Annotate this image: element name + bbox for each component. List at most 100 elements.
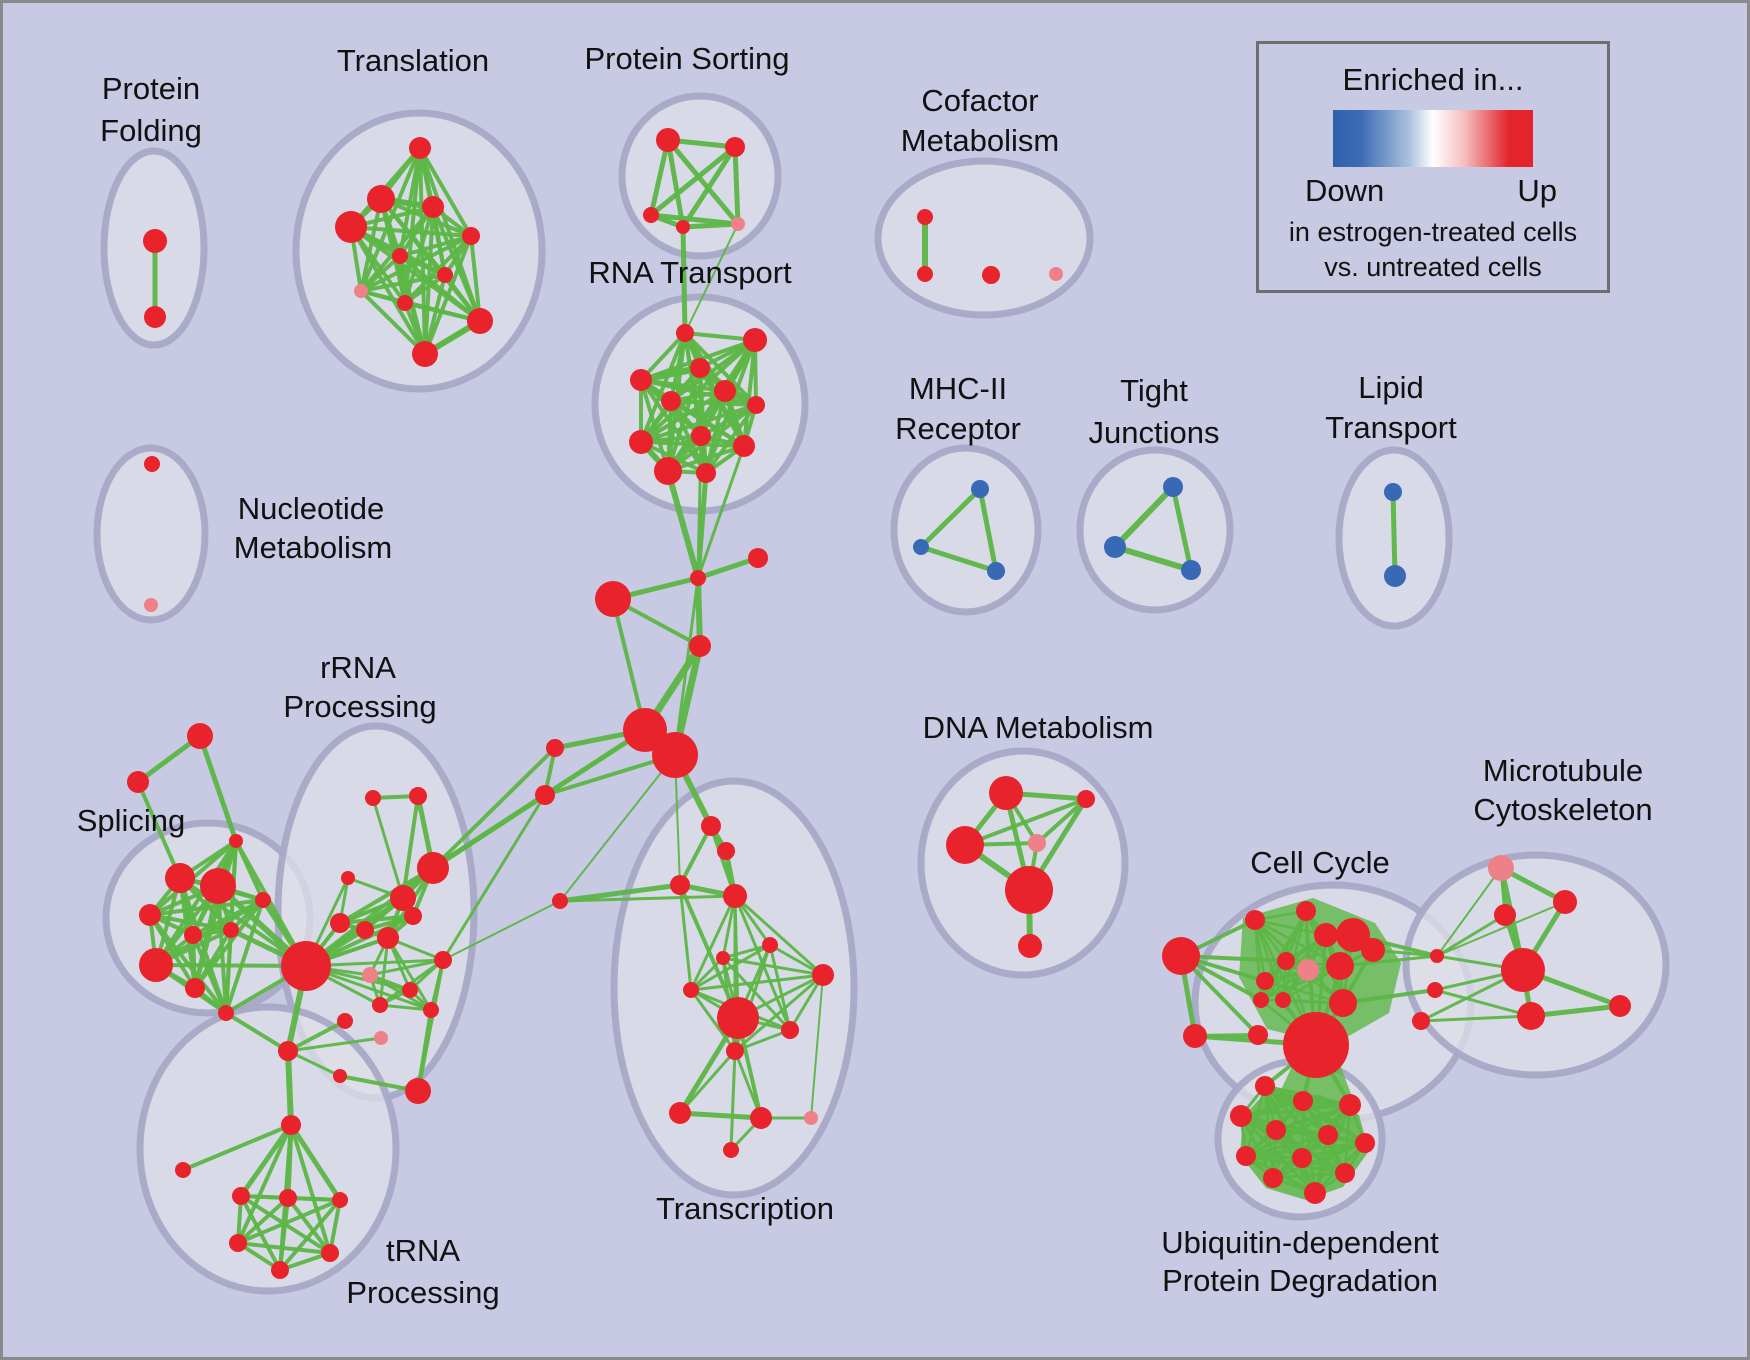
edge — [378, 1003, 433, 1012]
node-tx10 — [781, 1021, 799, 1039]
edge — [695, 555, 761, 581]
edge — [742, 338, 757, 448]
node-ch1 — [595, 581, 631, 617]
node-cc5 — [1336, 918, 1370, 952]
cluster-label-lipid-transport: Transport — [1325, 410, 1457, 445]
edge — [733, 894, 825, 977]
node-lt0 — [1384, 483, 1402, 501]
node-rr19 — [405, 1078, 431, 1104]
node-dm1 — [1077, 790, 1095, 808]
node-cc8 — [1297, 959, 1319, 981]
edge — [689, 988, 737, 1053]
node-rr17 — [278, 1041, 298, 1061]
legend-title: Enriched in... — [1342, 62, 1524, 97]
edge — [403, 146, 422, 305]
edge — [154, 839, 238, 967]
edge — [1271, 1103, 1352, 1180]
edge — [1271, 1099, 1305, 1180]
node-cc6 — [1256, 972, 1274, 990]
cluster-ellipse-tight-junctions — [1076, 446, 1234, 614]
node-cc2 — [1245, 910, 1265, 930]
cluster-ellipse-trna-processing — [136, 1003, 400, 1295]
edge — [1341, 988, 1437, 1005]
node-pf1 — [144, 306, 166, 328]
edge — [288, 1122, 343, 1203]
cluster-ellipse-mhc-ii-receptor — [890, 444, 1042, 616]
node-ub9 — [1335, 1163, 1355, 1183]
node-sp5 — [185, 978, 205, 998]
node-ub6 — [1355, 1133, 1375, 1153]
edge — [558, 894, 737, 903]
legend-caption-line1: in estrogen-treated cells — [1288, 217, 1578, 247]
node-dm4 — [1005, 866, 1053, 914]
edge — [431, 205, 482, 323]
node-sp0 — [165, 863, 195, 893]
edge — [338, 866, 435, 925]
node-tn4 — [332, 1192, 348, 1208]
edge — [696, 444, 746, 580]
node-mc8 — [1412, 1012, 1430, 1030]
node-tx14 — [804, 1111, 818, 1125]
edge — [665, 137, 686, 230]
node-sp2 — [139, 904, 161, 926]
edge — [1112, 544, 1194, 573]
node-cc0 — [1162, 937, 1200, 975]
cluster-label-cofactor-metabolism: Metabolism — [901, 123, 1060, 158]
node-cc11 — [1326, 952, 1354, 980]
node-tx3 — [723, 884, 747, 908]
node-ps1 — [725, 137, 745, 157]
edge — [665, 468, 701, 581]
edge — [678, 883, 740, 1020]
node-tx5 — [762, 937, 778, 953]
node-tx13 — [750, 1107, 772, 1129]
edge — [181, 1123, 293, 1172]
cluster-label-mhc-ii-receptor: MHC-II — [909, 371, 1007, 406]
edge — [1528, 1003, 1623, 1019]
node-tr0 — [409, 137, 431, 159]
edge — [557, 882, 683, 904]
edge — [559, 754, 676, 902]
node-tx15 — [723, 1142, 739, 1158]
edge — [918, 544, 999, 574]
edge — [648, 137, 671, 218]
node-tn2 — [232, 1187, 250, 1205]
cluster-label-ubiquitin-degradation: Ubiquitin-dependent — [1161, 1225, 1439, 1260]
node-rt10 — [654, 457, 682, 485]
edge — [768, 943, 792, 1032]
node-sp3 — [184, 926, 202, 944]
edge — [431, 746, 557, 870]
node-nm1 — [144, 598, 158, 612]
edge — [289, 1123, 332, 1255]
node-rr14 — [374, 1031, 388, 1045]
edge — [677, 1110, 764, 1121]
edge — [359, 289, 427, 356]
node-rr5 — [377, 927, 399, 949]
node-tj2 — [1181, 560, 1201, 580]
node-spt1 — [127, 771, 149, 793]
node-ps4 — [731, 217, 745, 231]
node-tr3 — [335, 211, 367, 243]
node-nm0 — [144, 456, 160, 472]
node-pf0 — [143, 229, 167, 253]
node-rr11 — [402, 982, 418, 998]
node-cf2 — [982, 266, 1000, 284]
edge — [963, 797, 1088, 847]
edge — [810, 974, 824, 1119]
node-dm5 — [1018, 934, 1042, 958]
node-rt0 — [676, 324, 694, 342]
cluster-label-trna-processing: tRNA — [386, 1233, 460, 1268]
node-tx2 — [670, 875, 690, 895]
node-ub10 — [1263, 1168, 1283, 1188]
edge — [349, 225, 473, 238]
node-tn1 — [175, 1162, 191, 1178]
legend-endpoint-labels: Down Up — [1259, 167, 1607, 209]
edge — [401, 794, 420, 900]
node-rr0 — [365, 790, 381, 806]
node-sp6 — [223, 922, 239, 938]
edge — [729, 1049, 737, 1152]
edge — [704, 403, 758, 475]
edge — [285, 1048, 294, 1128]
edge — [236, 1196, 290, 1245]
node-cc10 — [1275, 992, 1291, 1008]
